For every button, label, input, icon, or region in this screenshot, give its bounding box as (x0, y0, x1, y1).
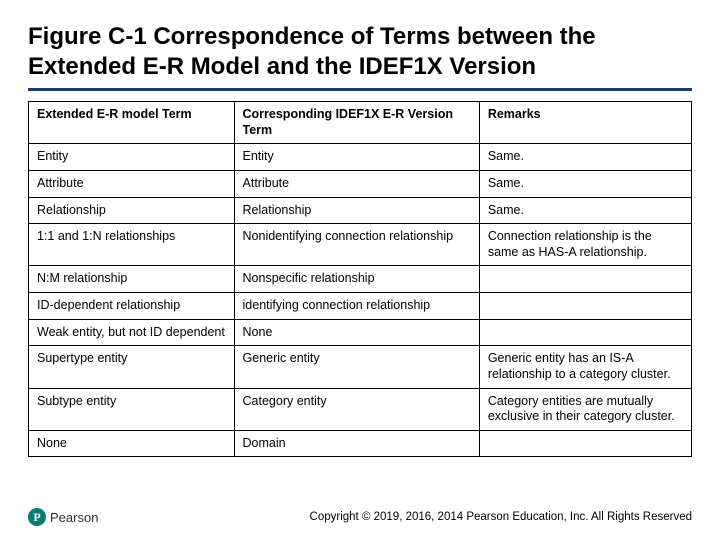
title-block: Figure C-1 Correspondence of Terms betwe… (0, 0, 720, 101)
cell: Generic entity has an IS-A relationship … (479, 346, 691, 388)
cell: Same. (479, 170, 691, 197)
table-row: N:M relationship Nonspecific relationshi… (29, 266, 692, 293)
cell: Relationship (234, 197, 479, 224)
cell: ID-dependent relationship (29, 293, 235, 320)
cell: Domain (234, 430, 479, 457)
cell: Connection relationship is the same as H… (479, 224, 691, 266)
table-row: 1:1 and 1:N relationships Nonidentifying… (29, 224, 692, 266)
cell (479, 430, 691, 457)
table-container: Extended E-R model Term Corresponding ID… (0, 101, 720, 457)
cell: Supertype entity (29, 346, 235, 388)
copyright-text: Copyright © 2019, 2016, 2014 Pearson Edu… (310, 511, 692, 523)
col-header-idef1x-term: Corresponding IDEF1X E-R Version Term (234, 102, 479, 144)
table-row: Attribute Attribute Same. (29, 170, 692, 197)
table-row: ID-dependent relationship identifying co… (29, 293, 692, 320)
cell: Category entity (234, 388, 479, 430)
pearson-icon: P (28, 508, 46, 526)
cell: Attribute (29, 170, 235, 197)
cell: Entity (29, 144, 235, 171)
cell: N:M relationship (29, 266, 235, 293)
cell: Generic entity (234, 346, 479, 388)
col-header-er-term: Extended E-R model Term (29, 102, 235, 144)
cell: Relationship (29, 197, 235, 224)
col-header-remarks: Remarks (479, 102, 691, 144)
cell (479, 293, 691, 320)
cell (479, 319, 691, 346)
footer: P Pearson Copyright © 2019, 2016, 2014 P… (28, 508, 692, 526)
cell: None (29, 430, 235, 457)
table-row: Relationship Relationship Same. (29, 197, 692, 224)
correspondence-table: Extended E-R model Term Corresponding ID… (28, 101, 692, 457)
cell: Weak entity, but not ID dependent (29, 319, 235, 346)
cell: Nonidentifying connection relationship (234, 224, 479, 266)
cell: Entity (234, 144, 479, 171)
table-row: Supertype entity Generic entity Generic … (29, 346, 692, 388)
cell: Same. (479, 144, 691, 171)
cell (479, 266, 691, 293)
table-row: None Domain (29, 430, 692, 457)
cell: Category entities are mutually exclusive… (479, 388, 691, 430)
cell: Nonspecific relationship (234, 266, 479, 293)
cell: identifying connection relationship (234, 293, 479, 320)
page-title: Figure C-1 Correspondence of Terms betwe… (28, 22, 692, 91)
table-row: Entity Entity Same. (29, 144, 692, 171)
table-row: Weak entity, but not ID dependent None (29, 319, 692, 346)
cell: Attribute (234, 170, 479, 197)
cell: Same. (479, 197, 691, 224)
cell: None (234, 319, 479, 346)
table-header-row: Extended E-R model Term Corresponding ID… (29, 102, 692, 144)
cell: 1:1 and 1:N relationships (29, 224, 235, 266)
publisher-name: Pearson (50, 510, 98, 525)
cell: Subtype entity (29, 388, 235, 430)
table-row: Subtype entity Category entity Category … (29, 388, 692, 430)
publisher-logo: P Pearson (28, 508, 98, 526)
